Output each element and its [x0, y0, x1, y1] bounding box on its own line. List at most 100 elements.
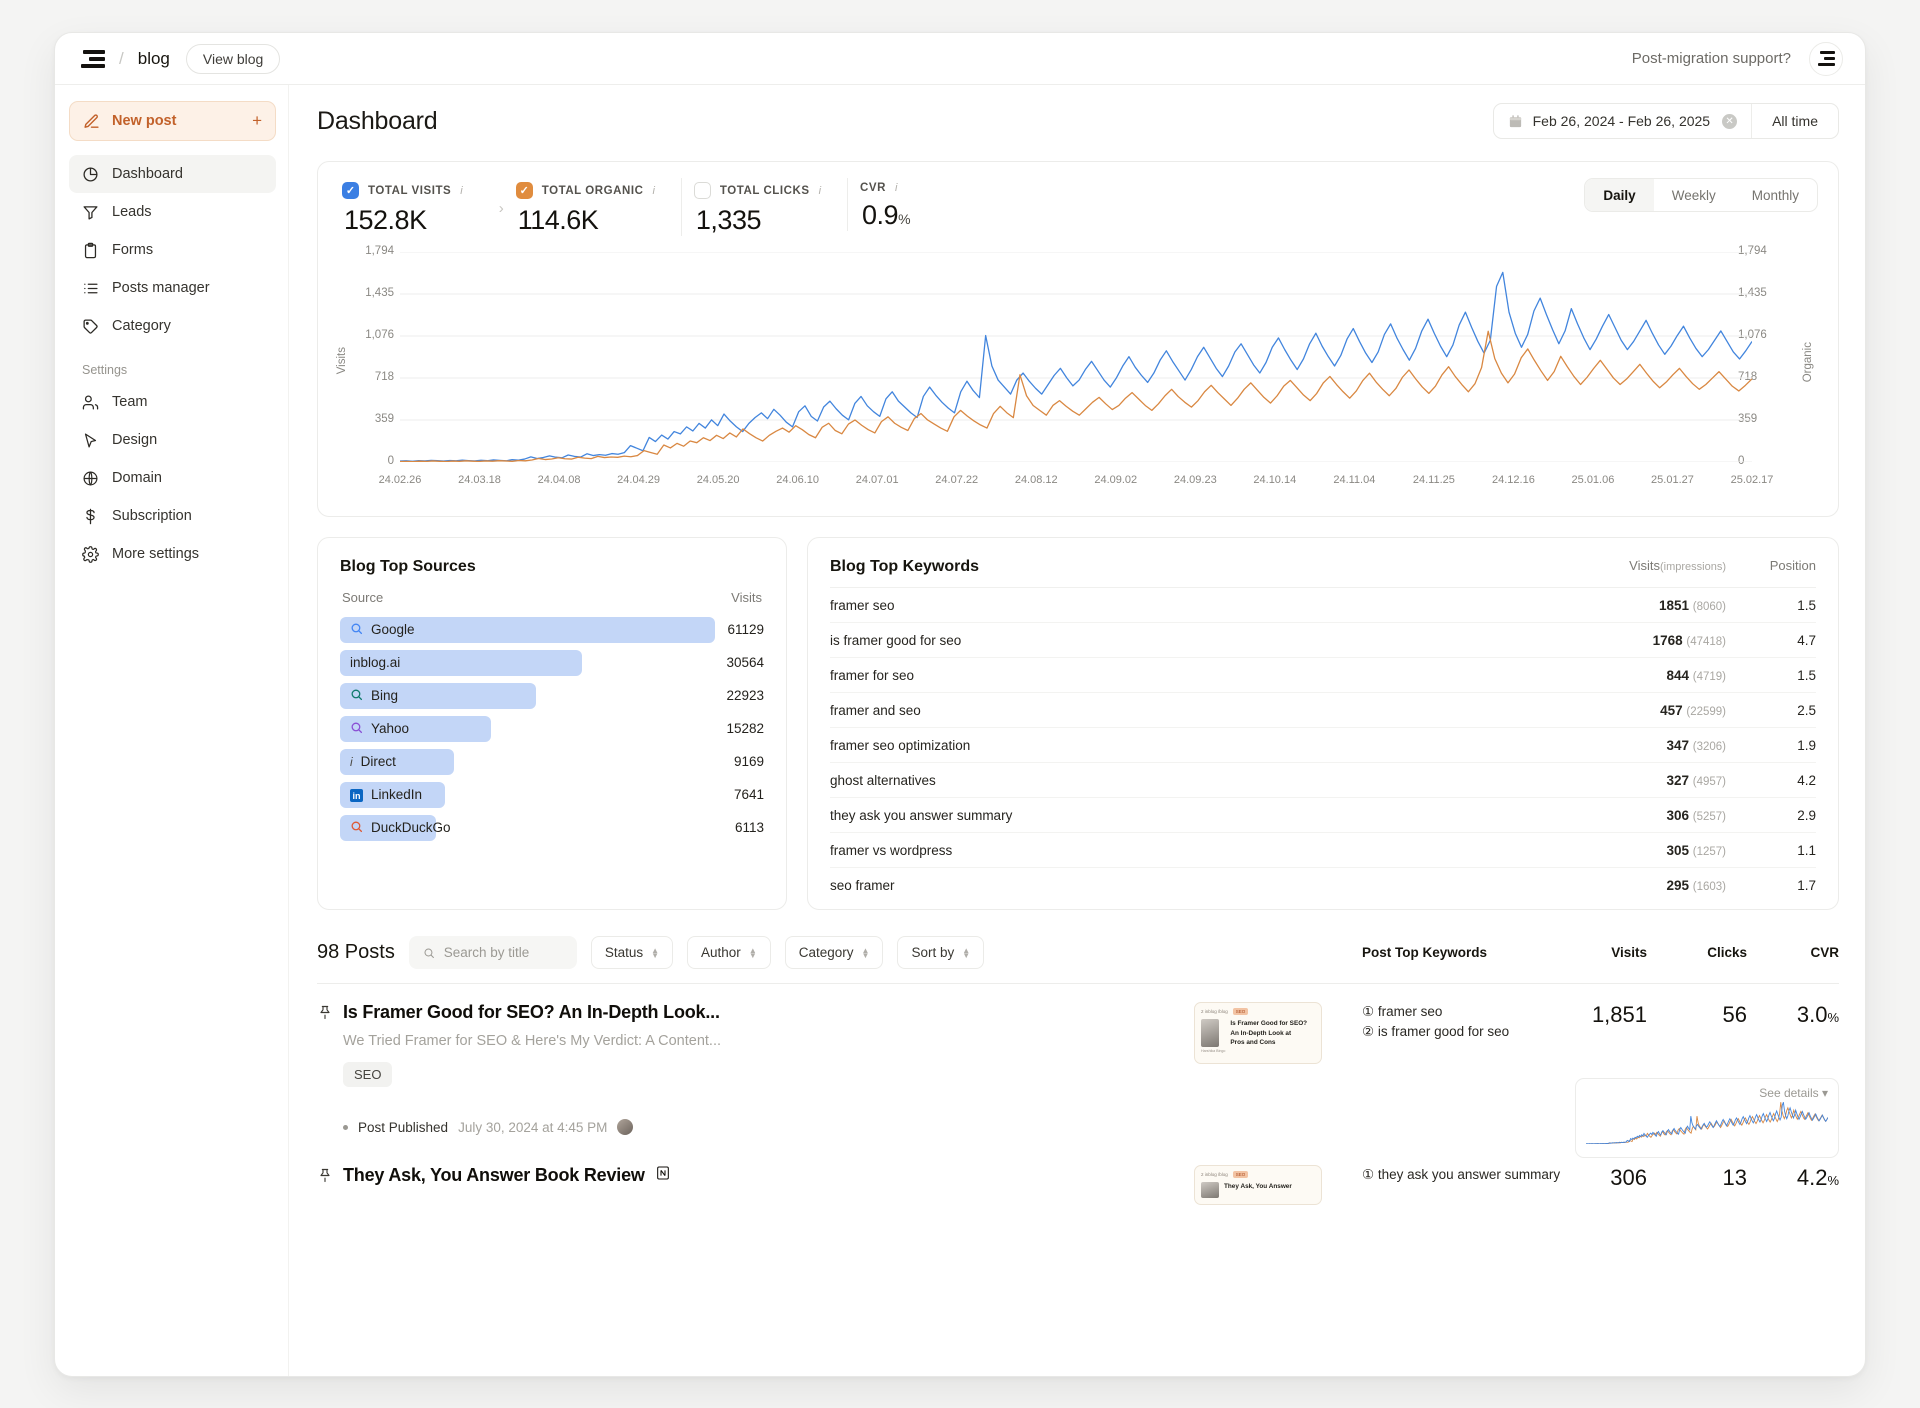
tab-monthly[interactable]: Monthly	[1751, 187, 1799, 203]
hamburger-icon[interactable]	[79, 49, 105, 69]
source-row[interactable]: inblog.ai 30564	[340, 646, 764, 679]
sidebar-item-category[interactable]: Category	[69, 307, 276, 345]
keyword-row[interactable]: ghost alternatives 327 (4957) 4.2	[830, 763, 1816, 798]
y-tick: 0	[1738, 455, 1745, 467]
checkbox-total-visits[interactable]: ✓	[342, 182, 359, 199]
filter-author[interactable]: Author ▲ ▼	[687, 936, 771, 969]
keyword-name: framer seo optimization	[830, 737, 971, 753]
keyword-row[interactable]: framer seo optimization 347 (3206) 1.9	[830, 728, 1816, 763]
dollar-icon	[82, 508, 99, 525]
sidebar-item-team[interactable]: Team	[69, 383, 276, 421]
post-sparkline-card[interactable]: See details ▾	[1575, 1078, 1839, 1158]
filter-status[interactable]: Status ▲ ▼	[590, 936, 674, 969]
view-blog-button[interactable]: View blog	[185, 43, 281, 74]
source-row[interactable]: i Direct 9169	[340, 745, 764, 778]
keyword-row[interactable]: framer for seo 844 (4719) 1.5	[830, 658, 1816, 693]
menu-icon[interactable]	[1809, 41, 1843, 76]
source-visits: 7641	[733, 787, 764, 802]
keyword-name: framer and seo	[830, 702, 921, 718]
post-thumbnail[interactable]: 2 inblog /blog SEO They Ask, You Answer	[1194, 1165, 1322, 1205]
sidebar-item-label: Dashboard	[112, 166, 183, 182]
sidebar-item-posts-manager[interactable]: Posts manager	[69, 269, 276, 307]
post-title[interactable]: They Ask, You Answer Book Review	[343, 1165, 645, 1185]
checkbox-total-organic[interactable]: ✓	[515, 182, 533, 199]
keyword-row[interactable]: they ask you answer summary 306 (5257) 2.9	[830, 798, 1816, 833]
funnel-icon	[82, 204, 99, 221]
keyword-row[interactable]: seo framer 295 (1603) 1.7	[830, 868, 1816, 903]
info-icon[interactable]: i	[894, 182, 898, 194]
sidebar-item-domain[interactable]: Domain	[69, 459, 276, 497]
source-row[interactable]: in LinkedIn 7641	[340, 778, 764, 811]
keyword-row[interactable]: is framer good for seo 1768 (47418) 4.7	[830, 623, 1816, 658]
sidebar-item-label: More settings	[112, 546, 200, 562]
y-tick: 1,794	[365, 245, 394, 257]
search-input[interactable]	[443, 945, 563, 960]
post-tag[interactable]: SEO	[343, 1062, 393, 1087]
post-row[interactable]: They Ask, You Answer Book Review 2 inblo…	[317, 1135, 1839, 1205]
source-row[interactable]: DuckDuckGo 6113	[340, 811, 764, 844]
metrics-row: ✓ TOTAL VISITS i 152.8K › ✓ TOTAL ORGANI…	[334, 178, 1818, 236]
breadcrumb-separator: /	[119, 48, 124, 68]
chevron-updown-icon: ▲ ▼	[748, 945, 757, 960]
all-time-button[interactable]: All time	[1751, 104, 1838, 138]
source-bar: Bing	[340, 682, 537, 709]
metric-label: TOTAL VISITS	[368, 184, 452, 197]
keyword-visits: 327 (4957)	[1666, 772, 1726, 788]
x-tick: 24.09.23	[1173, 474, 1217, 486]
pin-icon[interactable]	[317, 1004, 333, 1022]
keyword-row[interactable]: framer and seo 457 (22599) 2.5	[830, 693, 1816, 728]
sidebar-item-dashboard[interactable]: Dashboard	[69, 155, 276, 193]
post-stats: ① they ask you answer summary 306 13 4.2…	[1362, 1165, 1839, 1205]
filter-sort-by[interactable]: Sort by ▲ ▼	[897, 936, 985, 969]
breadcrumb-blog-name[interactable]: blog	[137, 48, 170, 68]
x-tick: 24.09.02	[1094, 474, 1138, 486]
date-range-picker[interactable]: Feb 26, 2024 - Feb 26, 2025 ✕	[1494, 104, 1751, 138]
tab-daily[interactable]: Daily	[1585, 179, 1654, 211]
keyword-row[interactable]: framer vs wordpress 305 (1257) 1.1	[830, 833, 1816, 868]
search-box[interactable]	[408, 936, 577, 969]
metric-total-clicks[interactable]: TOTAL CLICKS i 1,335	[680, 178, 847, 236]
source-row[interactable]: Yahoo 15282	[340, 712, 764, 745]
sidebar-item-subscription[interactable]: Subscription	[69, 497, 276, 535]
globe-icon	[82, 470, 99, 487]
post-migration-support-link[interactable]: Post-migration support?	[1631, 50, 1791, 67]
source-name: inblog.ai	[350, 655, 401, 670]
metric-cvr[interactable]: CVR i 0.9%	[847, 178, 936, 231]
see-details-button[interactable]: See details ▾	[1759, 1086, 1828, 1100]
metric-value: 152.8K	[344, 205, 427, 235]
chevron-right-icon[interactable]: ›	[498, 199, 504, 217]
source-row[interactable]: Bing 22923	[340, 679, 764, 712]
panels-row: Blog Top Sources Source Visits Google 611…	[317, 537, 1839, 910]
metric-total-organic[interactable]: ✓ TOTAL ORGANIC i 114.6K	[504, 178, 681, 236]
plus-icon[interactable]: +	[252, 111, 262, 130]
keyword-position: 4.2	[1797, 772, 1816, 788]
info-icon[interactable]: i	[460, 184, 463, 197]
sidebar-item-forms[interactable]: Forms	[69, 231, 276, 269]
pin-icon[interactable]	[317, 1167, 333, 1185]
keyword-position: 1.5	[1797, 597, 1816, 613]
notion-icon[interactable]	[655, 1165, 671, 1186]
linkedin-icon: in	[350, 787, 363, 803]
post-title[interactable]: Is Framer Good for SEO? An In-Depth Look…	[343, 1002, 720, 1022]
info-icon[interactable]: i	[652, 184, 655, 197]
post-row[interactable]: Is Framer Good for SEO? An In-Depth Look…	[317, 984, 1839, 1158]
sidebar-item-design[interactable]: Design	[69, 421, 276, 459]
info-icon[interactable]: i	[818, 184, 822, 197]
keyword-row[interactable]: framer seo 1851 (8060) 1.5	[830, 588, 1816, 623]
clear-x-icon[interactable]: ✕	[1722, 113, 1738, 129]
post-cvr: 3.0%	[1796, 1002, 1839, 1027]
sidebar-item-leads[interactable]: Leads	[69, 193, 276, 231]
post-thumbnail[interactable]: 2 inblog /blog SEO Harshika Bingo Is Fra…	[1194, 1002, 1322, 1064]
source-name: DuckDuckGo	[371, 820, 451, 835]
sidebar-item-more-settings[interactable]: More settings	[69, 535, 276, 573]
checkbox-total-clicks[interactable]	[693, 182, 711, 199]
sidebar-item-label: Design	[112, 432, 158, 448]
search-icon	[350, 721, 363, 737]
tab-weekly[interactable]: Weekly	[1671, 187, 1716, 203]
filter-category[interactable]: Category ▲ ▼	[784, 936, 884, 969]
source-name: Direct	[360, 754, 396, 769]
metric-total-visits[interactable]: ✓ TOTAL VISITS i 152.8K	[334, 178, 489, 236]
source-row[interactable]: Google 61129	[340, 613, 764, 646]
y-tick: 1,435	[1738, 287, 1767, 299]
new-post-button[interactable]: New post +	[69, 101, 276, 141]
